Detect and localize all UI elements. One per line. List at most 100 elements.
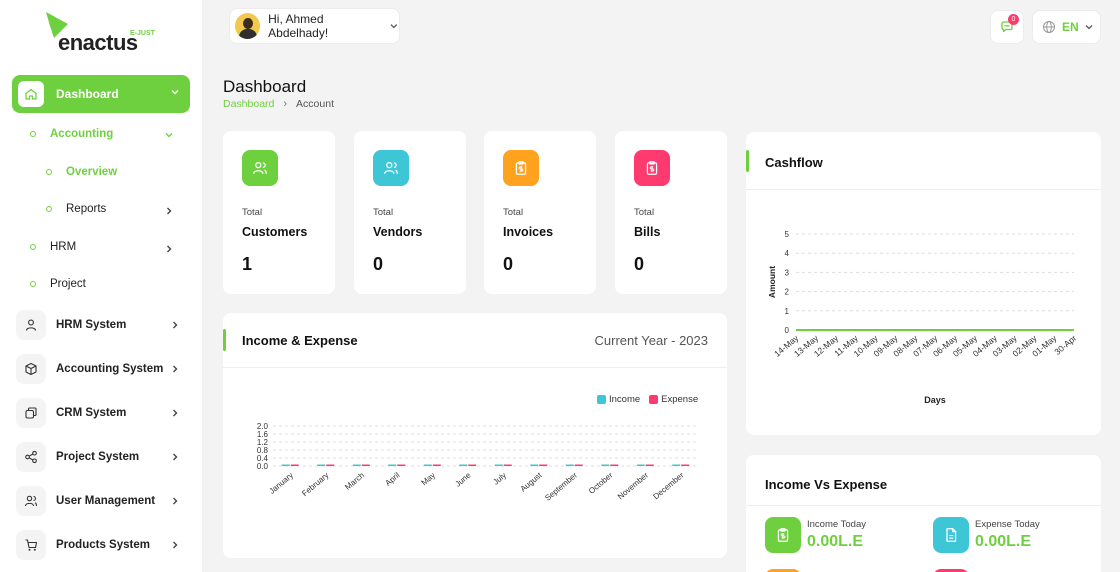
stat-caption: Total bbox=[503, 207, 524, 218]
bar bbox=[681, 464, 690, 466]
sidebar-item-project-system[interactable]: Project System bbox=[16, 442, 188, 472]
bar bbox=[494, 464, 503, 466]
sidebar-item-crm-system[interactable]: CRM System bbox=[16, 398, 188, 428]
bullet-icon bbox=[30, 244, 36, 250]
x-tick-label: September bbox=[543, 470, 579, 502]
sidebar-item-project[interactable]: Project bbox=[30, 278, 86, 290]
chevron-right-icon bbox=[173, 321, 178, 329]
panel-period: Current Year - 2023 bbox=[594, 333, 708, 348]
y-tick-label: 0.0 bbox=[257, 462, 269, 471]
panel-title: Cashflow bbox=[765, 155, 823, 170]
chat-icon bbox=[1001, 21, 1013, 33]
y-tick-label: 1.2 bbox=[257, 438, 269, 447]
panel-accent bbox=[746, 150, 749, 172]
sidebar-item-user-management[interactable]: User Management bbox=[16, 486, 188, 516]
stat-caption: Total bbox=[373, 207, 394, 218]
bar bbox=[423, 464, 432, 466]
chevron-down-icon bbox=[390, 24, 398, 29]
bar bbox=[281, 464, 290, 466]
sidebar-item-hrm-system[interactable]: HRM System bbox=[16, 310, 188, 340]
page-title: Dashboard bbox=[223, 77, 307, 96]
x-tick-label: March bbox=[343, 471, 366, 492]
language-selector[interactable]: EN bbox=[1032, 10, 1101, 44]
sidebar-item-label: Project System bbox=[56, 451, 140, 463]
bar bbox=[388, 464, 397, 466]
sidebar-item-label: User Management bbox=[56, 495, 156, 507]
x-tick-label: July bbox=[491, 471, 508, 487]
bullet-icon bbox=[30, 281, 36, 287]
users-icon bbox=[16, 486, 46, 516]
sidebar-item-label: CRM System bbox=[56, 407, 127, 419]
stat-value: 0 bbox=[634, 254, 645, 274]
sidebar-item-dashboard[interactable]: Dashboard bbox=[12, 75, 190, 113]
income-today-label: Income Today bbox=[807, 519, 866, 530]
stat-card-vendors[interactable]: Total Vendors 0 bbox=[354, 131, 466, 294]
y-tick-label: 1.6 bbox=[257, 430, 269, 439]
stat-card-bills[interactable]: Total Bills 0 bbox=[615, 131, 727, 294]
x-tick-label: December bbox=[651, 470, 685, 501]
chevron-right-icon bbox=[167, 245, 172, 253]
notifications-button[interactable]: 0 bbox=[990, 10, 1024, 44]
sidebar-item-label: HRM bbox=[50, 241, 77, 253]
bar bbox=[468, 464, 477, 466]
y-tick-label: 2.0 bbox=[257, 422, 269, 431]
legend-swatch bbox=[597, 395, 606, 404]
bar bbox=[574, 464, 583, 466]
user-icon bbox=[16, 310, 46, 340]
breadcrumb-account: Account bbox=[296, 98, 334, 110]
sidebar-item-hrm[interactable]: HRM bbox=[30, 241, 172, 253]
bullet-icon bbox=[46, 169, 52, 175]
chevron-right-icon bbox=[173, 541, 178, 549]
y-tick-label: 1 bbox=[785, 307, 790, 316]
bar bbox=[672, 464, 681, 466]
sidebar-item-reports[interactable]: Reports bbox=[46, 203, 172, 215]
chevron-down-icon bbox=[165, 133, 173, 138]
x-tick-label: May bbox=[420, 471, 437, 488]
bar bbox=[290, 464, 299, 466]
stat-label: Customers bbox=[242, 225, 308, 239]
cashflow-chart: 01234514-May13-May12-May11-May10-May09-M… bbox=[767, 230, 1078, 405]
bar bbox=[503, 464, 512, 466]
logo-subtext: E-JUST bbox=[130, 30, 155, 37]
x-tick-label: November bbox=[616, 470, 650, 501]
clipboard-icon bbox=[634, 150, 670, 186]
logo-wordmark: enactus bbox=[58, 30, 138, 55]
stat-value: 0 bbox=[373, 254, 384, 274]
cart-icon bbox=[16, 530, 46, 560]
notification-badge: 0 bbox=[1008, 14, 1019, 25]
x-tick-label: October bbox=[587, 470, 615, 495]
partial-card-icon bbox=[933, 569, 969, 572]
sidebar-item-accounting[interactable]: Accounting bbox=[30, 128, 173, 140]
income-vs-expense-panel: Income Vs Expense Income Today 0.00L.E E… bbox=[746, 455, 1101, 572]
chevron-right-icon bbox=[167, 207, 172, 215]
sidebar-item-label: Overview bbox=[66, 166, 118, 178]
enactus-logo[interactable]: enactus E-JUST bbox=[40, 10, 160, 55]
y-tick-label: 3 bbox=[785, 268, 790, 277]
sidebar-item-label: Reports bbox=[66, 203, 107, 215]
stat-card-invoices[interactable]: Total Invoices 0 bbox=[484, 131, 596, 294]
panel-accent bbox=[223, 329, 226, 351]
stat-label: Invoices bbox=[503, 225, 554, 239]
sidebar-item-accounting-system[interactable]: Accounting System bbox=[16, 354, 188, 384]
bar bbox=[432, 464, 441, 466]
legend-label[interactable]: Expense bbox=[661, 394, 699, 405]
bar bbox=[459, 464, 468, 466]
bar bbox=[352, 464, 361, 466]
cashflow-panel: Cashflow 0 1 2 3 4 5 14-May 13-May 12-May 11-May 1… bbox=[746, 132, 1101, 435]
stat-card-customers[interactable]: Total Customers 1 bbox=[223, 131, 335, 294]
bullet-icon bbox=[30, 131, 36, 137]
breadcrumb-dashboard[interactable]: Dashboard bbox=[223, 98, 275, 110]
expense-today-value: 0.00L.E bbox=[975, 533, 1032, 550]
stat-label: Bills bbox=[634, 225, 661, 239]
legend-label[interactable]: Income bbox=[609, 394, 641, 405]
sidebar-item-label: Project bbox=[50, 278, 86, 290]
breadcrumb-separator-icon: › bbox=[283, 98, 288, 110]
user-menu-button[interactable]: Hi, Ahmed Abdelhady! bbox=[229, 8, 400, 44]
sidebar-item-label: Accounting bbox=[50, 128, 114, 140]
sidebar-item-label: Accounting System bbox=[56, 363, 164, 375]
clipboard-icon bbox=[503, 150, 539, 186]
share-icon bbox=[16, 442, 46, 472]
stat-caption: Total bbox=[634, 207, 655, 218]
sidebar-item-products-system[interactable]: Products System bbox=[16, 530, 188, 560]
sidebar-item-overview[interactable]: Overview bbox=[46, 166, 117, 178]
